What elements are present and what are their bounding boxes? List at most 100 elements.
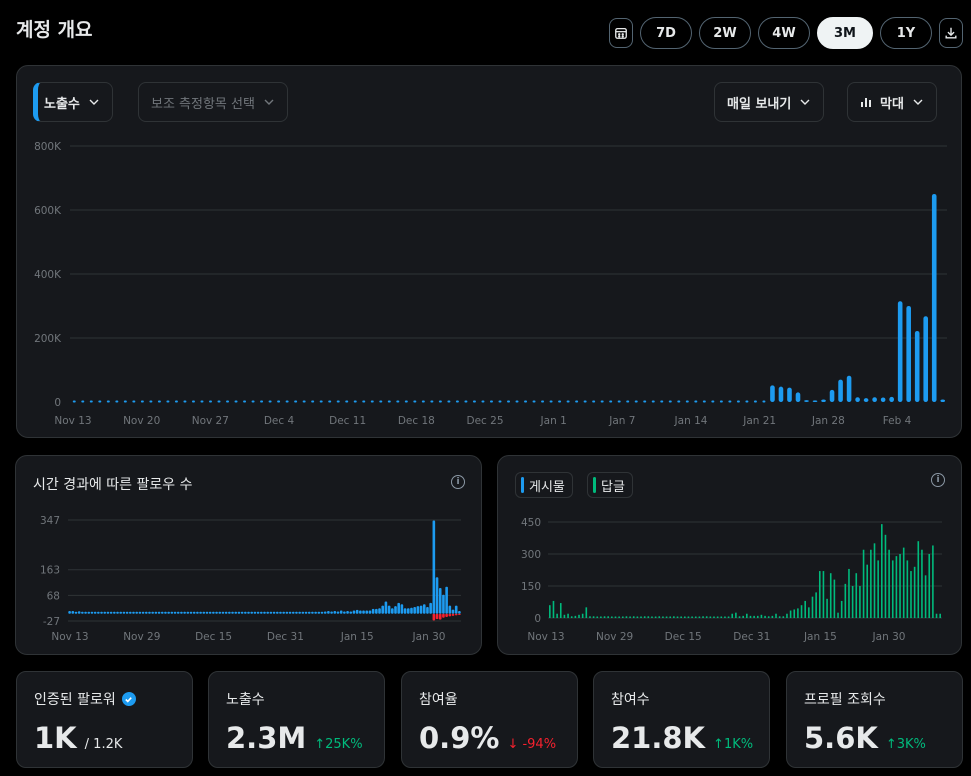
stat-label: 참여율: [419, 692, 458, 708]
calendar-button[interactable]: [609, 18, 633, 48]
bar: [651, 400, 655, 403]
calendar-icon: [615, 27, 627, 39]
metric-dropdown[interactable]: 노출수: [33, 82, 113, 122]
bar: [250, 611, 254, 614]
verified-badge-icon: [121, 692, 136, 706]
legend-replies[interactable]: 답글: [587, 472, 633, 498]
bar: [870, 549, 872, 618]
bar: [391, 608, 394, 614]
x-tick-label: Jan 30: [872, 631, 906, 643]
bar: [447, 400, 451, 403]
bar: [234, 611, 238, 614]
bar: [596, 616, 599, 618]
stat-card-engagements[interactable]: 참여수 21.8K ↑1K%: [593, 671, 770, 768]
bar: [464, 400, 468, 403]
bar: [804, 600, 806, 618]
bar: [753, 400, 757, 403]
secondary-metric-dropdown[interactable]: 보조 측정항목 선택: [138, 82, 288, 122]
bar: [328, 400, 332, 403]
bar: [767, 616, 770, 618]
bar: [183, 611, 186, 614]
bar: [578, 614, 580, 618]
bar: [285, 400, 289, 403]
bar: [760, 614, 763, 618]
bar: [643, 400, 647, 403]
info-icon[interactable]: i: [931, 473, 945, 487]
range-2w-button[interactable]: 2W: [699, 17, 751, 49]
stat-label-wrap: 인증된 팔로워: [34, 689, 136, 709]
bar: [660, 400, 664, 403]
bar: [654, 616, 657, 618]
bar: [833, 579, 836, 618]
bar: [923, 316, 929, 402]
bar: [406, 608, 410, 614]
chevron-down-icon: [800, 99, 810, 105]
download-button[interactable]: [939, 18, 963, 48]
bar: [629, 616, 631, 618]
bar: [728, 400, 732, 403]
bar: [549, 605, 551, 618]
bar: [116, 611, 119, 614]
legend-posts[interactable]: 게시물: [515, 472, 573, 498]
y-tick-label: 600K: [34, 205, 62, 217]
bar: [135, 611, 138, 614]
chart-type-dropdown[interactable]: 막대: [847, 82, 937, 122]
bar: [319, 400, 323, 403]
bar: [301, 611, 305, 614]
bar: [336, 400, 340, 403]
stat-value-wrap: 2.3M ↑25K%: [226, 721, 363, 755]
bar: [359, 610, 362, 614]
bar: [549, 400, 553, 403]
bar: [559, 603, 562, 618]
bar: [812, 400, 818, 402]
bar: [189, 611, 193, 614]
bar: [736, 400, 740, 403]
impressions-panel: 노출수 보조 측정항목 선택 매일 보내기 막대 0 200K 400K 600K 80…: [16, 65, 962, 438]
stat-change: ↑3K%: [886, 737, 926, 752]
bar: [917, 541, 920, 618]
export-dropdown[interactable]: 매일 보내기: [714, 82, 825, 122]
bar: [676, 616, 679, 618]
stat-sub: / 1.2K: [84, 737, 123, 752]
bar: [939, 613, 941, 618]
bar: [400, 604, 404, 614]
range-7d-button[interactable]: 7D: [640, 17, 692, 49]
bar: [345, 400, 349, 403]
stat-change: ↑1K%: [713, 737, 753, 752]
bar: [381, 605, 385, 614]
bar: [387, 605, 391, 614]
stat-card-profile-visits[interactable]: 프로필 조회수 5.6K ↑3K%: [786, 671, 963, 768]
bar: [614, 616, 617, 618]
stat-value-wrap: 1K / 1.2K: [34, 721, 122, 755]
bar: [217, 400, 221, 403]
y-tick-label: -27: [43, 616, 60, 628]
range-4w-button[interactable]: 4W: [758, 17, 810, 49]
info-icon[interactable]: i: [451, 475, 465, 489]
bar: [397, 602, 400, 614]
bar: [432, 613, 436, 621]
x-tick-label: Jan 1: [540, 415, 567, 427]
bar: [685, 400, 689, 403]
bar: [556, 613, 558, 618]
bar: [109, 611, 113, 614]
stat-card-verified-followers[interactable]: 인증된 팔로워 1K / 1.2K: [16, 671, 193, 768]
legend-replies-swatch: [593, 477, 596, 493]
x-tick-label: Dec 25: [466, 415, 503, 427]
stat-card-impressions[interactable]: 노출수 2.3M ↑25K%: [208, 671, 385, 768]
bar: [333, 611, 337, 614]
bar: [438, 588, 442, 614]
bar: [458, 611, 461, 614]
bar: [889, 396, 894, 402]
bar: [838, 379, 843, 402]
stat-card-engagement-rate[interactable]: 참여율 0.9% ↓ -94%: [401, 671, 578, 768]
chevron-down-icon: [89, 99, 99, 105]
range-3m-button[interactable]: 3M: [817, 17, 873, 49]
bar: [702, 616, 704, 618]
bar: [888, 549, 890, 618]
bar: [416, 606, 420, 614]
bar: [212, 611, 215, 614]
y-tick-label: 150: [521, 581, 541, 593]
range-1y-button[interactable]: 1Y: [880, 17, 932, 49]
bar: [932, 545, 934, 618]
x-tick-label: Dec 31: [733, 631, 770, 643]
